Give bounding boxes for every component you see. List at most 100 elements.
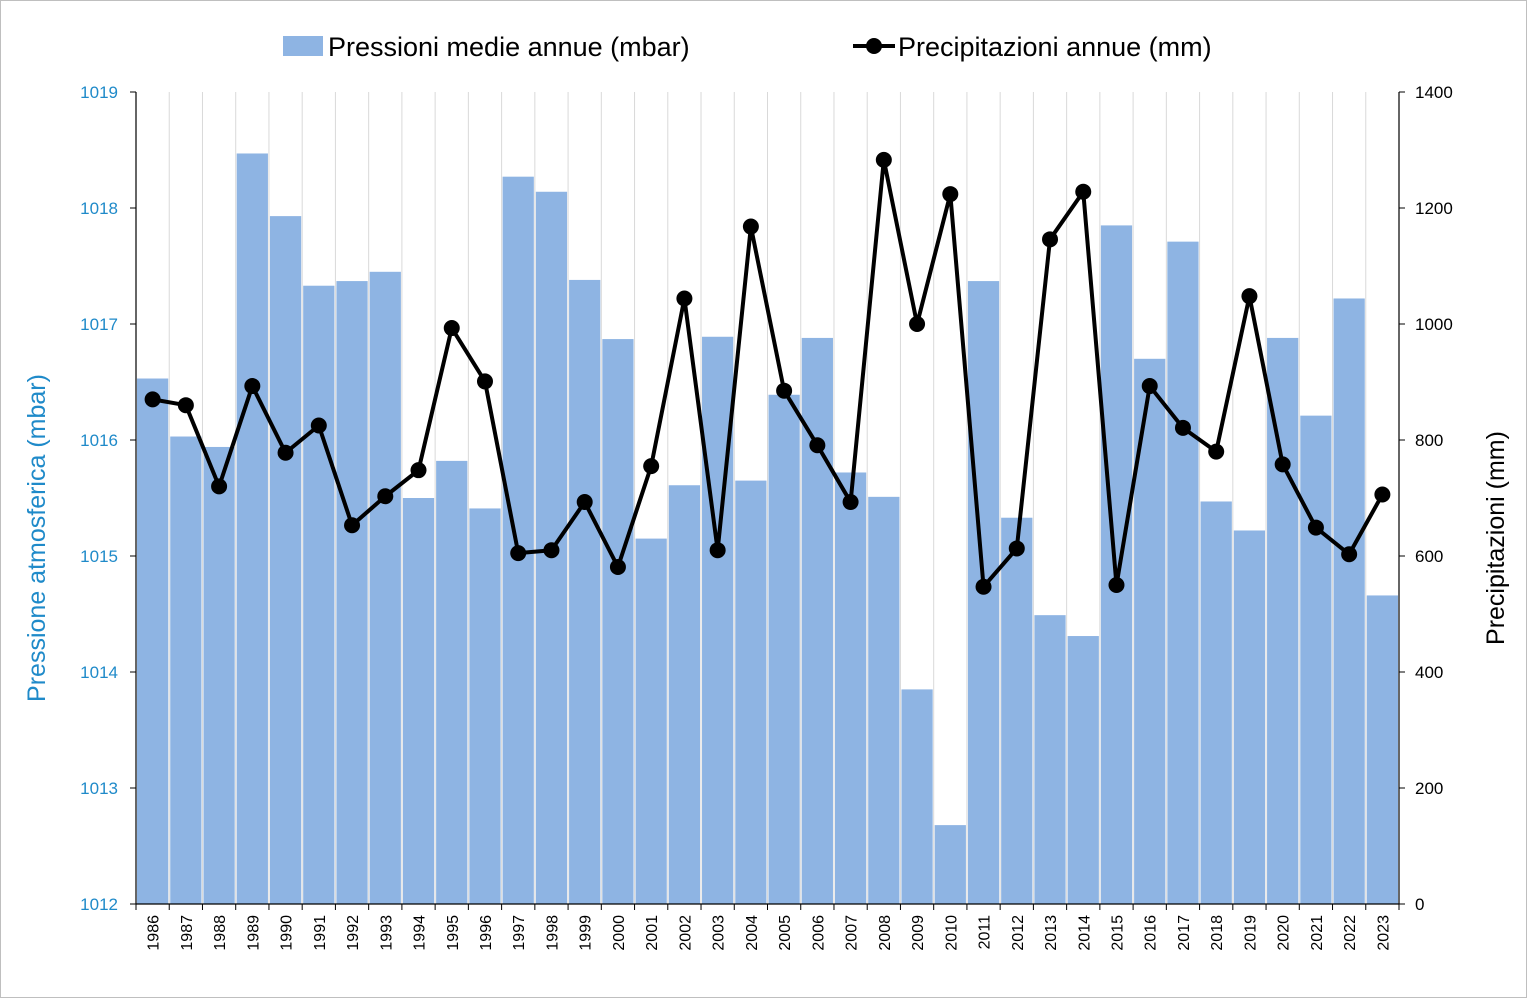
x-tick-label: 2009 <box>910 915 927 951</box>
bar-2023 <box>1366 595 1398 904</box>
right-tick-label: 1200 <box>1415 199 1453 218</box>
bar-2003 <box>702 336 734 904</box>
bar-2012 <box>1001 517 1033 904</box>
right-tick-label: 800 <box>1415 431 1443 450</box>
bar-2002 <box>668 485 701 904</box>
bar-2017 <box>1167 241 1199 904</box>
bar-1999 <box>569 279 601 904</box>
x-tick-label: 2015 <box>1109 915 1126 951</box>
bar-2008 <box>868 496 900 904</box>
x-tick-label: 1993 <box>378 915 395 951</box>
bar-1987 <box>170 436 202 904</box>
left-tick-label: 1014 <box>80 663 118 682</box>
x-tick-label: 2004 <box>744 915 761 951</box>
x-tick-label: 2013 <box>1043 915 1060 951</box>
right-tick-label: 0 <box>1415 895 1424 914</box>
vertical-gridlines <box>168 92 1367 904</box>
left-tick-label: 1018 <box>80 199 118 218</box>
x-tick-label: 2002 <box>677 915 694 951</box>
x-tick-label: 2012 <box>1010 915 1027 951</box>
point-2003 <box>709 542 726 559</box>
bar-1996 <box>469 508 501 904</box>
right-tick-label: 1000 <box>1415 315 1453 334</box>
bar-2021 <box>1300 415 1332 904</box>
point-2001 <box>643 458 660 475</box>
bar-2020 <box>1267 337 1299 904</box>
legend-bar-label: Pressioni medie annue (mbar) <box>328 32 690 62</box>
point-1992 <box>344 517 361 534</box>
x-tick-label: 2022 <box>1342 915 1359 951</box>
bar-2000 <box>602 339 634 905</box>
left-axis-title: Pressione atmosferica (mbar) <box>23 374 51 702</box>
point-2022 <box>1341 546 1358 563</box>
x-tick-label: 2016 <box>1143 915 1160 951</box>
bar-1993 <box>369 271 401 904</box>
bar-1990 <box>269 216 302 904</box>
left-tick-label: 1013 <box>80 779 118 798</box>
point-1996 <box>476 373 493 390</box>
legend: Pressioni medie annue (mbar) Precipitazio… <box>283 32 1212 62</box>
bar-2019 <box>1233 530 1266 904</box>
point-2023 <box>1374 486 1391 503</box>
point-2020 <box>1274 456 1291 473</box>
x-tick-label: 2014 <box>1076 915 1093 951</box>
x-tick-label: 1991 <box>312 915 329 951</box>
bar-2004 <box>735 480 767 904</box>
point-2015 <box>1108 577 1125 593</box>
x-tick-label: 2011 <box>977 915 994 950</box>
point-2016 <box>1141 378 1158 395</box>
point-2017 <box>1174 419 1191 436</box>
bar-1997 <box>502 176 534 904</box>
x-tick-label: 2018 <box>1209 915 1226 951</box>
point-1987 <box>177 397 194 414</box>
x-tick-label: 1998 <box>544 915 561 951</box>
point-1991 <box>310 417 327 434</box>
right-axis-ticks: 0 200 400 600 800 1000 1200 1400 <box>1399 83 1453 914</box>
legend-line-marker <box>866 38 882 54</box>
point-1988 <box>211 478 228 495</box>
bar-1988 <box>203 446 235 904</box>
x-tick-label: 1997 <box>511 915 528 951</box>
point-2012 <box>1008 540 1025 557</box>
point-2008 <box>875 151 892 168</box>
point-2007 <box>842 494 859 511</box>
bar-1986 <box>137 378 169 904</box>
x-tick-label: 2007 <box>844 915 861 951</box>
left-tick-label: 1017 <box>80 315 118 334</box>
x-tick-label: 2017 <box>1176 915 1193 951</box>
bar-1991 <box>303 285 335 905</box>
bar-2007 <box>834 472 867 904</box>
point-1998 <box>543 542 560 559</box>
bar-2009 <box>901 689 933 904</box>
x-tick-label: 1992 <box>345 915 362 951</box>
x-tick-label: 2008 <box>877 915 894 951</box>
x-tick-label: 1988 <box>212 915 229 951</box>
bar-2014 <box>1067 636 1099 904</box>
x-tick-label: 2019 <box>1242 915 1259 951</box>
point-1990 <box>277 444 294 461</box>
x-axis-ticks: 1986 1987 1988 1989 1990 1991 1992 1993 1994 1995… <box>135 904 1400 951</box>
bar-2005 <box>768 394 800 904</box>
right-tick-label: 1400 <box>1415 83 1453 102</box>
bar-2018 <box>1200 501 1232 904</box>
x-tick-label: 1986 <box>146 915 163 951</box>
bar-2010 <box>934 825 966 904</box>
x-tick-label: 2020 <box>1276 915 1293 951</box>
left-tick-label: 1019 <box>80 83 118 102</box>
point-1994 <box>410 462 427 479</box>
x-tick-label: 2010 <box>943 915 960 951</box>
point-2010 <box>942 186 959 203</box>
point-1995 <box>443 320 460 337</box>
left-tick-label: 1012 <box>80 895 118 914</box>
bar-1992 <box>336 281 368 905</box>
x-tick-label: 2001 <box>644 915 661 951</box>
legend-line-label: Precipitazioni annue (mm) <box>898 32 1212 62</box>
right-tick-label: 200 <box>1415 779 1443 798</box>
point-2013 <box>1042 231 1059 248</box>
bar-1995 <box>436 460 468 904</box>
x-tick-label: 1990 <box>279 915 296 951</box>
bar-2013 <box>1034 615 1066 904</box>
x-tick-label: 1999 <box>578 915 595 951</box>
